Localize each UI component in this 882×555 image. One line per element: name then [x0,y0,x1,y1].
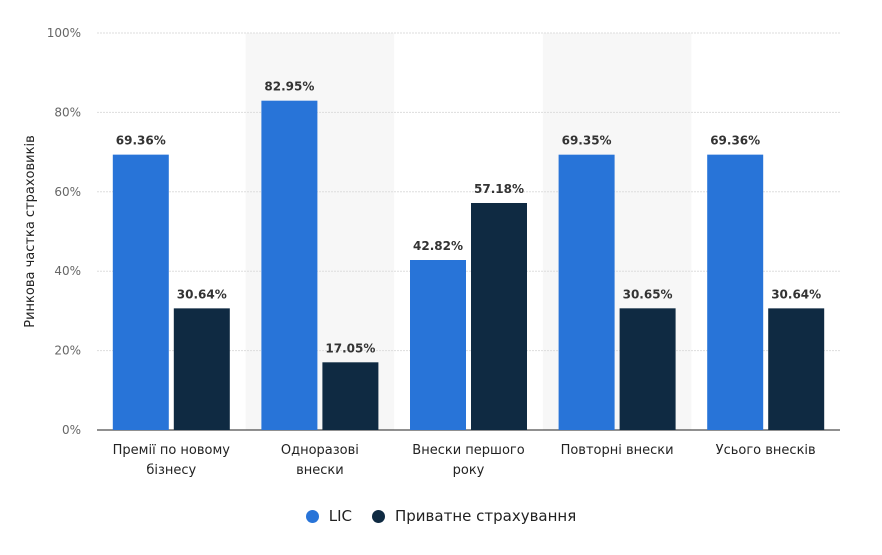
data-label: 82.95% [264,80,314,94]
legend-label-lic: LIC [328,507,352,525]
data-label: 30.64% [177,287,227,301]
legend: LIC Приватне страхування [0,507,882,525]
x-tick-label: Повторні внески [561,443,674,458]
bar-lic [112,154,169,430]
data-label: 69.35% [562,134,612,148]
x-tick-label: року [453,463,485,478]
bar-private [768,308,825,430]
legend-item-lic[interactable]: LIC [305,507,352,525]
legend-label-private: Приватне страхування [395,507,577,525]
data-label: 30.64% [771,287,821,301]
y-axis-label: Ринкова частка страховиків [23,135,38,328]
data-label: 69.36% [710,134,760,148]
x-tick-label: внески [296,463,344,478]
legend-marker-private [372,509,385,523]
y-tick-label: 20% [54,344,81,358]
y-tick-label: 60% [54,185,81,199]
legend-marker-lic [305,509,319,523]
y-tick-label: 100% [47,26,81,40]
bar-lic [261,100,318,430]
y-tick-label: 80% [54,105,81,119]
x-tick-label: Одноразові [281,443,359,458]
bar-private [471,202,527,430]
y-tick-label: 0% [62,423,81,437]
bar-private [173,308,230,430]
bar-private [619,308,676,430]
data-label: 17.05% [325,341,375,355]
data-label: 30.65% [623,287,673,301]
x-tick-label: Премії по новому [113,443,231,458]
bar-lic [558,154,615,431]
x-tick-label: Усього внесків [716,443,816,458]
legend-item-private[interactable]: Приватне страхування [372,507,576,525]
bar-lic [410,260,466,430]
x-tick-label: бізнесу [146,463,196,478]
data-label: 57.18% [474,182,524,196]
data-label: 42.82% [413,239,463,253]
bar-chart: 0% 20% 40% 60% 80% 100% Ринкова частка страхов… [23,26,840,478]
y-tick-label: 40% [54,264,81,278]
x-tick-label: Внески першого [412,443,524,458]
bar-private [322,362,379,430]
data-label: 69.36% [116,134,166,148]
bar-lic [707,154,764,430]
